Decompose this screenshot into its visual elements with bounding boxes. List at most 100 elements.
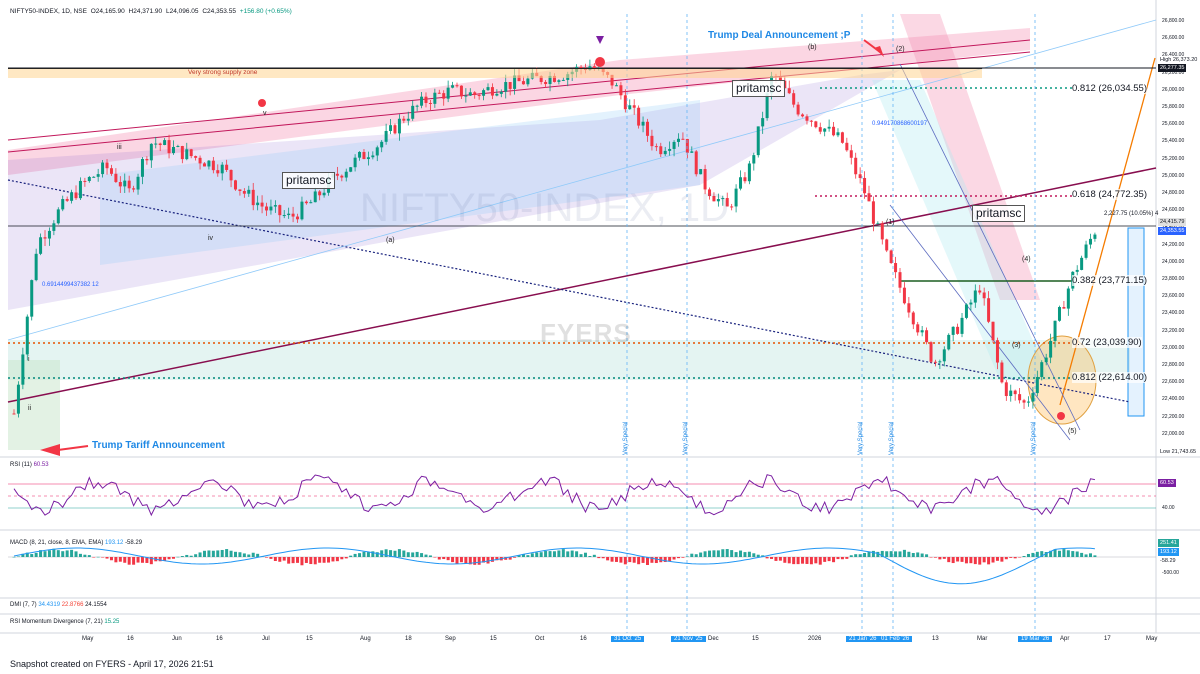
macd-hist-bar [256,553,260,557]
macd-hist-bar [681,557,685,558]
trump-deal-annotation: Trump Deal Announcement ;P [708,30,851,41]
price-tick: 26,600.00 [1162,35,1185,42]
candle-body [756,126,760,156]
macd-hist-bar [194,554,198,557]
macd-hist-bar [87,555,91,557]
candle-body [167,140,171,154]
candle-body [473,92,477,96]
macd-hist-bar [650,557,654,563]
candle-body [694,151,698,175]
candle-body [1062,307,1066,309]
macd-hist-bar [358,553,362,557]
macd-hist-bar [242,553,246,557]
price-tick: 24,800.00 [1162,190,1185,196]
macd-hist-bar [459,557,463,563]
macd-hist-bar [269,557,273,559]
macd-hist-bar [597,557,601,559]
macd-hist-bar [366,552,370,557]
macd-hist-bar [132,557,136,565]
candle-body [898,272,902,288]
macd-hist-bar [836,557,840,560]
macd-hist-bar [969,557,973,564]
candle-body [43,237,47,239]
macd-hist-bar [389,550,393,557]
candle-body [1013,390,1017,395]
macd-hist-bar [442,557,446,560]
candle-body [433,92,437,104]
candle-body [96,174,100,177]
wave-i: i [28,356,30,363]
candle-body [517,75,521,82]
macd-hist-bar [1084,554,1088,557]
candle-body [366,157,370,160]
macd-hist-bar [482,557,486,563]
candle-body [645,121,649,136]
macd-hist-bar [880,550,884,557]
candle-body [761,118,765,127]
candle-body [814,121,818,128]
candle-body [663,150,667,155]
macd-hist-bar [632,557,636,563]
macd-hist-bar [52,548,56,557]
price-tick: 22,000.00 [1162,430,1185,437]
macd-hist-bar [34,552,38,557]
candle-body [371,155,375,158]
macd-hist-bar [1088,553,1092,557]
teal-zone [8,340,1130,380]
macd-hist-bar [118,557,122,562]
macd-hist-bar [579,554,583,557]
macd-hist-bar [712,550,716,557]
macd-hist-bar [583,552,587,557]
macd-hist-bar [747,551,751,557]
macd-hist-bar [83,554,87,557]
candle-body [47,230,51,239]
macd-hist-bar [902,549,906,557]
candle-body [845,142,849,151]
macd-hist-bar [517,555,521,557]
candle-body [504,82,508,92]
candle-body [118,182,122,187]
candle-body [876,223,880,225]
macd-hist-bar [451,557,455,563]
macd-hist-bar [21,553,25,557]
macd-hist-bar [158,557,162,562]
footer-snapshot: Snapshot created on FYERS - April 17, 20… [10,659,214,669]
candle-body [291,213,295,217]
macd-hist-bar [96,556,100,558]
price-tick: 26,800.00 [1162,18,1185,24]
macd-hist-bar [854,554,858,557]
candle-body [309,202,313,204]
time-tick: 16 [580,636,587,642]
dmi-v3: 24.1554 [85,602,107,608]
time-tick: 17 [1104,636,1111,642]
macd-hist-bar [987,557,991,565]
candle-body [318,191,322,196]
macd-hist-bar [318,557,322,563]
fib-label-0382: 0.382 (23,771.15) [1072,275,1148,286]
macd-hist-bar [548,551,552,557]
wave-a: (a) [386,237,395,244]
price-tick: 23,600.00 [1162,293,1185,300]
candle-body [623,95,627,110]
candle-body [211,160,215,171]
tariff-arrow-shaft [57,445,89,451]
macd-hist-bar [477,557,481,565]
candle-body [938,361,942,363]
candle-body [70,192,74,201]
macd-hist-bar [614,557,618,562]
rsi-label: RSI (11) 60.53 [10,462,49,468]
macd-hist-bar [592,554,596,557]
candle-body [712,195,716,202]
candle-body [335,173,339,176]
green-box [8,360,60,450]
candle-body [477,95,481,97]
supply-zone: Very strong supply zone [8,68,982,78]
candle-body [114,173,118,183]
macd-hist-bar [433,557,437,558]
candle-body [265,206,269,211]
time-tick: May [1146,636,1158,642]
candle-body [1018,394,1022,401]
candle-body [526,78,530,85]
candle-body [238,189,242,192]
candle-body [792,93,796,105]
